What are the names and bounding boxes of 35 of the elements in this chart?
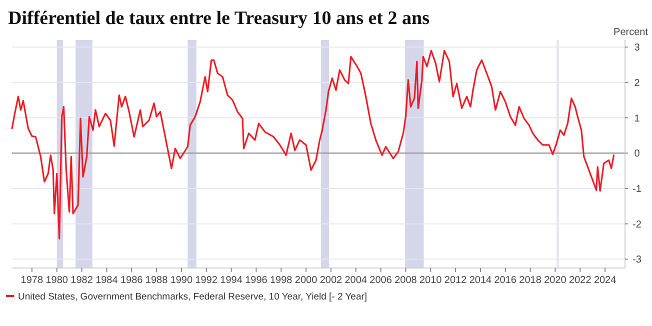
- x-tick-label: 1988: [145, 275, 168, 286]
- x-tick-label: 1986: [120, 275, 144, 286]
- y-tick-label: -1: [632, 184, 642, 195]
- x-tick-label: 1984: [96, 275, 118, 286]
- x-tick-label: 2020: [544, 275, 567, 286]
- x-tick-label: 2018: [519, 275, 542, 286]
- y-tick-label: 0: [634, 148, 640, 160]
- x-tick-label: 2024: [594, 275, 617, 286]
- x-tick-label: 1990: [170, 275, 194, 286]
- x-tick-label: 1996: [245, 275, 268, 286]
- x-tick-label: 1978: [20, 275, 44, 286]
- x-tick-label: 1980: [46, 275, 68, 286]
- x-tick-label: 2012: [444, 275, 468, 286]
- legend-label: United States, Government Benchmarks, Federal Reserve, 10 Year, Yield [- 2 Year]: [18, 292, 368, 302]
- x-tick-label: 1998: [270, 275, 293, 286]
- y-tick-label: -2: [632, 219, 642, 230]
- y-tick-label: 3: [634, 42, 640, 54]
- x-tick-label: 2008: [394, 275, 418, 286]
- x-tick-label: 2022: [569, 275, 592, 286]
- x-tick-label: 2006: [370, 275, 392, 286]
- x-tick-label: 2016: [494, 275, 517, 286]
- x-tick-label: 2000: [294, 275, 318, 286]
- x-tick-label: 2002: [320, 275, 343, 286]
- x-tick-label: 2004: [344, 275, 368, 286]
- x-tick-label: 2010: [420, 275, 442, 286]
- y-axis-title: Percent: [614, 27, 648, 38]
- x-tick-label: 1982: [70, 275, 94, 286]
- y-tick-label: -3: [632, 254, 642, 266]
- x-tick-label: 2014: [469, 275, 492, 286]
- x-tick-label: 1992: [195, 275, 218, 286]
- y-tick-label: 1: [634, 113, 640, 124]
- y-tick-label: 2: [634, 78, 640, 89]
- line-series: [11, 50, 615, 240]
- chart-title: Différentiel de taux entre le Treasury 10 ans et 2 ans: [8, 8, 430, 29]
- x-tick-label: 1994: [220, 275, 243, 286]
